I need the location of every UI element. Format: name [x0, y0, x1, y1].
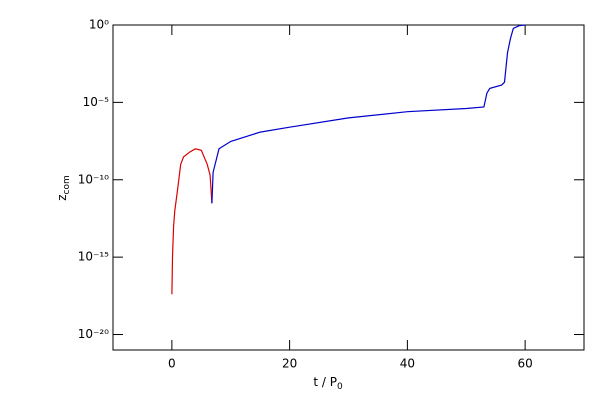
y-tick-label: 10⁻⁵: [83, 95, 110, 109]
plot-frame: [112, 24, 585, 351]
x-tick-label: 60: [517, 357, 532, 371]
data-line: [211, 24, 526, 204]
x-tick-label: 0: [168, 357, 176, 371]
x-label-base: t / P: [313, 375, 337, 389]
y-tick-label: 10⁻²⁰: [78, 327, 109, 341]
x-tick-label: 20: [282, 357, 297, 371]
x-axis-label: t / P0: [313, 375, 343, 392]
x-label-sub: 0: [337, 382, 343, 392]
y-label-base: z: [55, 194, 69, 200]
y-label-sub: com: [62, 175, 72, 194]
x-tick-label: 40: [400, 357, 415, 371]
y-tick-label: 10⁻¹⁰: [78, 172, 109, 186]
y-tick-label: 10⁰: [89, 18, 109, 32]
data-line: [171, 148, 213, 295]
y-tick-label: 10⁻¹⁵: [78, 250, 109, 264]
y-axis-label: zcom: [55, 175, 72, 201]
